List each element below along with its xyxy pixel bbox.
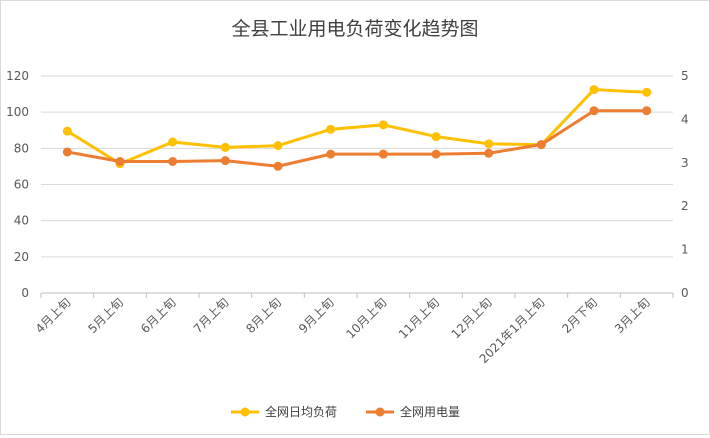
- legend-item: 全网用电量: [366, 404, 460, 419]
- data-point: [168, 156, 178, 166]
- y-left-tick-label: 100: [6, 105, 29, 119]
- x-category-label: 6月上旬: [138, 295, 179, 336]
- data-point: [220, 142, 230, 152]
- legend: 全网日均负荷 全网用电量: [231, 404, 460, 419]
- y-right-tick-label: 5: [681, 69, 689, 83]
- y-left-tick-label: 20: [14, 250, 29, 264]
- legend-marker: [375, 407, 385, 417]
- y-right-tick-label: 2: [681, 199, 689, 213]
- data-point: [168, 137, 178, 147]
- gridlines: [41, 75, 673, 294]
- data-point: [378, 120, 388, 130]
- series-group: [62, 85, 652, 171]
- y-left-tick-label: 80: [14, 141, 29, 155]
- x-category-label: 9月上旬: [296, 295, 337, 336]
- series-2: [62, 106, 652, 171]
- data-point: [431, 132, 441, 142]
- x-category-label: 7月上旬: [191, 295, 232, 336]
- y-left-tick-label: 40: [14, 214, 29, 228]
- series-line: [67, 109, 647, 168]
- data-point: [484, 148, 494, 158]
- data-point: [273, 141, 283, 151]
- x-category-label: 3月上旬: [612, 295, 653, 336]
- data-point: [326, 124, 336, 134]
- legend-label: 全网用电量: [400, 404, 460, 419]
- x-category-label: 12月上旬: [449, 295, 495, 341]
- data-point: [378, 149, 388, 159]
- x-category-label: 2月下旬: [559, 295, 600, 336]
- legend-label: 全网日均负荷: [265, 404, 337, 419]
- data-point: [220, 156, 230, 166]
- y-axis-left: 0 20 40 60 80 100 120: [6, 69, 29, 300]
- x-category-label: 5月上旬: [85, 295, 126, 336]
- data-point: [273, 161, 283, 171]
- y-right-tick-label: 1: [681, 243, 689, 257]
- x-axis: 4月上旬 5月上旬 6月上旬 7月上旬 8月上旬 9月上旬 10月上旬 11月上旬 12月上旬 2…: [33, 292, 674, 366]
- data-point: [484, 139, 494, 149]
- data-point: [431, 149, 441, 159]
- data-point: [642, 106, 652, 116]
- y-right-tick-label: 4: [681, 112, 689, 126]
- data-point: [536, 140, 546, 150]
- legend-item: 全网日均负荷: [231, 404, 337, 419]
- data-point: [62, 126, 72, 136]
- data-point: [326, 149, 336, 159]
- data-point: [589, 106, 599, 116]
- x-category-label: 8月上旬: [243, 295, 284, 336]
- series-line: [66, 88, 647, 166]
- data-point: [115, 156, 125, 166]
- x-category-label: 4月上旬: [33, 295, 74, 336]
- x-category-label: 10月上旬: [343, 295, 389, 341]
- legend-marker: [240, 407, 250, 417]
- y-left-tick-label: 60: [14, 178, 29, 192]
- data-point: [62, 147, 72, 157]
- y-axis-right: 0 1 2 3 4 5: [681, 69, 689, 300]
- chart-title: 全县工业用电负荷变化趋势图: [231, 18, 478, 40]
- y-left-tick-label: 0: [21, 286, 29, 300]
- y-left-tick-label: 120: [6, 69, 29, 83]
- x-category-label: 11月上旬: [396, 295, 442, 341]
- y-right-tick-label: 0: [681, 286, 689, 300]
- y-right-tick-label: 3: [681, 156, 689, 170]
- data-point: [589, 85, 599, 95]
- data-point: [642, 87, 652, 97]
- series-1: [62, 85, 652, 169]
